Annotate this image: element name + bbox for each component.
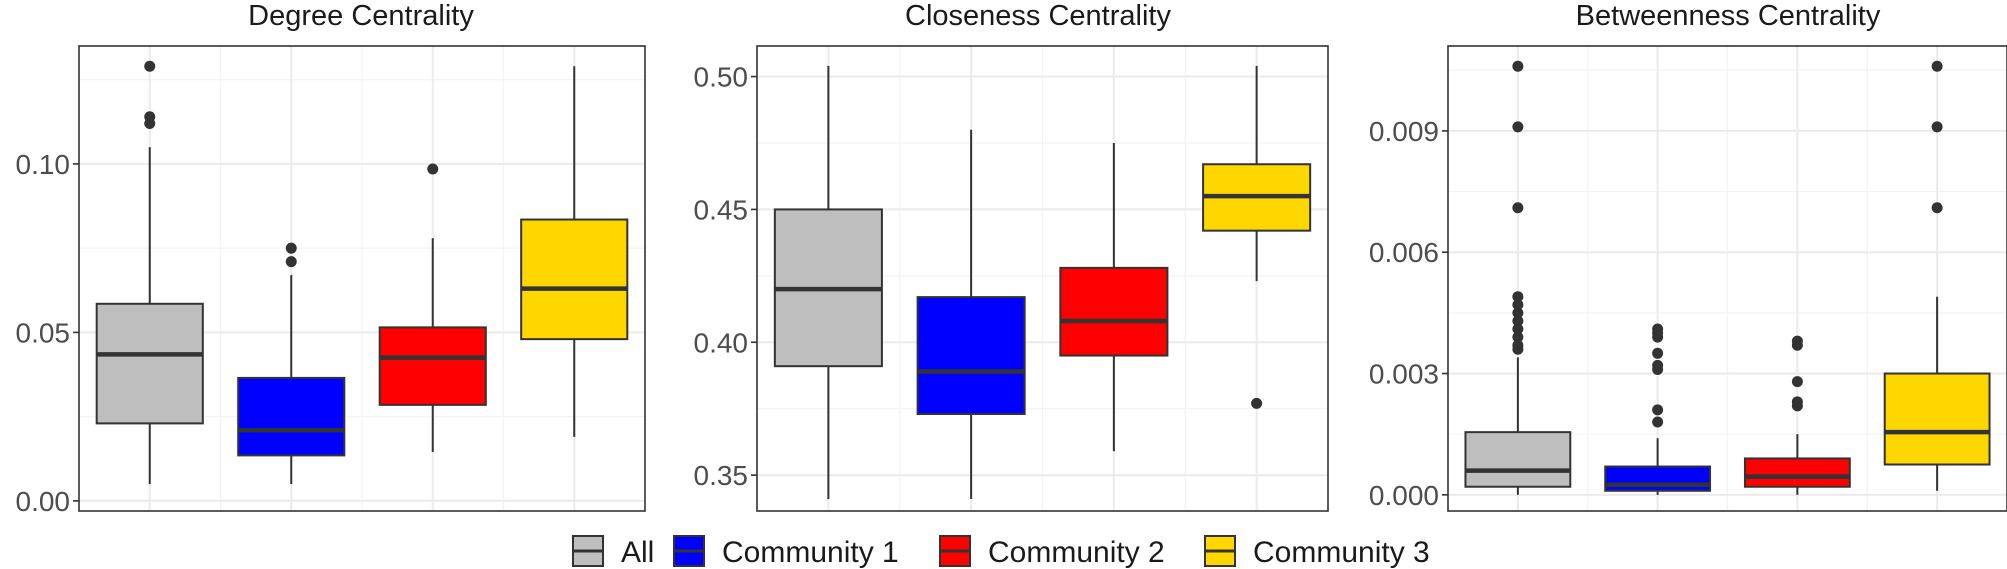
y-tick-label: 0.000	[1369, 480, 1439, 511]
betweenness-centrality-title: Betweenness Centrality	[1576, 0, 1881, 32]
outlier-point	[1512, 331, 1524, 343]
box-community-1	[916, 129, 1026, 500]
legend-label-community-1: Community 1	[722, 536, 899, 569]
box-iqr-community-2	[1743, 457, 1851, 488]
betweenness-boxes	[1464, 60, 1991, 495]
box-iqr-all	[1464, 431, 1572, 488]
betweenness-panel-border	[1447, 45, 2007, 512]
outlier-point	[285, 242, 297, 254]
outlier-point	[1512, 202, 1524, 214]
y-tick-label: 0.45	[694, 194, 749, 225]
box-iqr-community-1	[1604, 465, 1712, 492]
legend-item-community-2: Community 2	[939, 535, 1165, 569]
outlier-point	[1251, 397, 1263, 409]
closeness-y-axis: 0.35 0.40 0.45 0.50	[694, 62, 757, 491]
box-community-3	[1883, 60, 1991, 491]
box-iqr-community-1	[237, 376, 346, 457]
closeness-centrality-title: Closeness Centrality	[905, 0, 1171, 32]
degree-y-axis: 0.00 0.05 0.10	[16, 149, 79, 517]
legend-label-community-2: Community 2	[988, 536, 1165, 569]
y-tick-label: 0.35	[694, 460, 749, 491]
box-iqr-community-2	[1059, 266, 1169, 357]
y-tick-label: 0.05	[16, 317, 71, 348]
outlier-point	[1652, 359, 1664, 371]
degree-centrality-panel: Degree Centrality 0.00 0.05 0.10	[16, 0, 646, 517]
y-tick-label: 0.006	[1369, 237, 1439, 268]
y-tick-label: 0.10	[16, 149, 71, 180]
legend-item-community-3: Community 3	[1204, 535, 1430, 569]
outlier-point	[285, 256, 297, 268]
outlier-point	[1652, 404, 1664, 416]
betweenness-y-axis: 0.000 0.003 0.006 0.009	[1369, 116, 1448, 511]
outlier-point	[1512, 291, 1524, 303]
box-iqr-community-3	[520, 218, 629, 341]
outlier-point	[1931, 202, 1943, 214]
legend: All Community 1 Community 2 Community 3	[572, 535, 1430, 569]
box-community-2	[1059, 142, 1169, 452]
betweenness-centrality-panel: Betweenness Centrality 0.0000.0030.0060.…	[1369, 0, 2007, 512]
closeness-boxes	[773, 65, 1312, 500]
outlier-point	[1512, 315, 1524, 327]
box-community-1	[237, 242, 346, 485]
box-all	[773, 65, 883, 500]
outlier-point	[1652, 323, 1664, 335]
outlier-point	[1791, 335, 1803, 347]
outlier-point	[1652, 347, 1664, 359]
outlier-point	[1791, 396, 1803, 408]
outlier-point	[1512, 323, 1524, 335]
legend-item-community-1: Community 1	[673, 535, 899, 569]
y-tick-label: 0.40	[694, 327, 749, 358]
degree-centrality-title: Degree Centrality	[248, 0, 474, 32]
box-community-2	[378, 163, 487, 453]
y-tick-label: 0.50	[694, 62, 749, 93]
degree-panel-border	[78, 45, 646, 512]
legend-label-all: All	[621, 536, 654, 569]
outlier-point	[144, 111, 156, 123]
box-all	[95, 60, 204, 485]
y-tick-label: 0.00	[16, 486, 71, 517]
box-community-1	[1604, 323, 1712, 495]
outlier-point	[1931, 60, 1943, 72]
outlier-point	[1931, 121, 1943, 133]
outlier-point	[1512, 307, 1524, 319]
outlier-point	[1512, 339, 1524, 351]
box-iqr-community-2	[378, 326, 487, 406]
box-iqr-all	[95, 302, 204, 425]
outlier-point	[427, 163, 439, 175]
outlier-point	[1512, 299, 1524, 311]
box-iqr-community-3	[1883, 372, 1991, 466]
outlier-point	[1791, 376, 1803, 388]
outlier-point	[1652, 416, 1664, 428]
legend-label-community-3: Community 3	[1253, 536, 1430, 569]
closeness-centrality-panel: Closeness Centrality 0.35 0.40 0.45 0.50	[694, 0, 1329, 512]
box-community-3	[520, 66, 629, 437]
y-tick-label: 0.009	[1369, 116, 1439, 147]
closeness-panel-border	[756, 45, 1329, 512]
box-community-3	[1202, 65, 1312, 409]
outlier-point	[1512, 121, 1524, 133]
outlier-point	[1512, 60, 1524, 72]
box-community-2	[1743, 335, 1851, 495]
degree-boxes	[95, 60, 629, 485]
legend-item-all: All	[572, 535, 654, 569]
outlier-point	[144, 60, 156, 72]
box-iqr-community-1	[916, 296, 1026, 416]
y-tick-label: 0.003	[1369, 359, 1439, 390]
box-all	[1464, 60, 1572, 495]
